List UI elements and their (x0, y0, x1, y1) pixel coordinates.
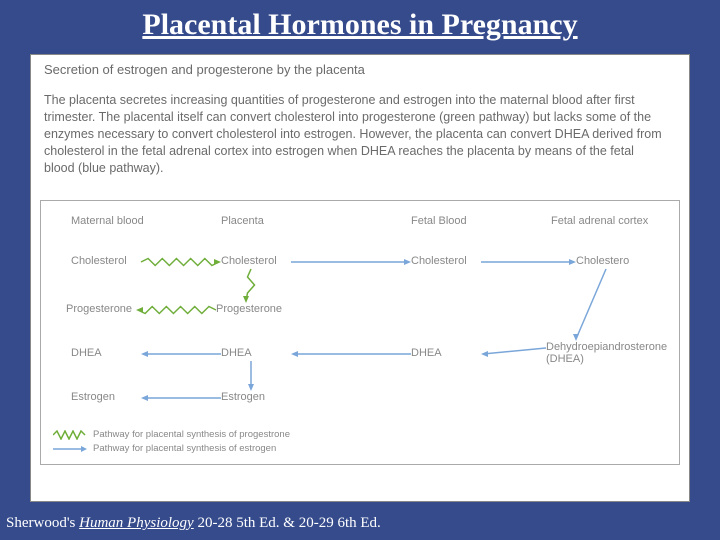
node-p_chol: Cholesterol (221, 255, 277, 267)
node-m_prog: Progesterone (66, 303, 132, 315)
col-head-placenta: Placenta (221, 215, 264, 227)
legend-label-estrogen: Pathway for placental synthesis of estro… (93, 442, 276, 456)
node-f_chol: Cholesterol (411, 255, 467, 267)
citation-book: Human Physiology (79, 515, 194, 531)
figure-description: The placenta secretes increasing quantit… (44, 92, 664, 176)
diagram-legend: Pathway for placental synthesis of proge… (53, 428, 290, 456)
citation: Sherwood's Human Physiology 20-28 5th Ed… (6, 515, 381, 532)
pathway-diagram: Pathway for placental synthesis of proge… (40, 200, 680, 465)
citation-prefix: Sherwood's (6, 515, 79, 531)
legend-row-progesterone: Pathway for placental synthesis of proge… (53, 428, 290, 442)
legend-swatch-green (53, 430, 85, 440)
legend-row-estrogen: Pathway for placental synthesis of estro… (53, 442, 290, 456)
col-head-fetal: Fetal Blood (411, 215, 467, 227)
zigzag-icon (53, 430, 87, 440)
node-p_dhea: DHEA (221, 347, 252, 359)
node-p_est: Estrogen (221, 391, 265, 403)
node-m_chol: Cholesterol (71, 255, 127, 267)
citation-suffix: 20-28 5th Ed. & 20-29 6th Ed. (194, 515, 381, 531)
diagram-svg (41, 201, 681, 466)
legend-label-progesterone: Pathway for placental synthesis of proge… (93, 428, 290, 442)
legend-swatch-blue (53, 444, 85, 454)
col-head-adrenal: Fetal adrenal cortex (551, 215, 648, 227)
figure-caption: Secretion of estrogen and progesterone b… (44, 62, 365, 77)
slide-root: Placental Hormones in Pregnancy Secretio… (0, 0, 720, 540)
col-head-maternal: Maternal blood (71, 215, 144, 227)
node-a_chol: Cholestero (576, 255, 629, 267)
arrow-icon (53, 444, 87, 454)
node-m_dhea: DHEA (71, 347, 102, 359)
node-f_dhea: DHEA (411, 347, 442, 359)
node-a_dhea: Dehydroepiandrosterone(DHEA) (546, 341, 667, 365)
node-p_prog: Progesterone (216, 303, 282, 315)
node-m_est: Estrogen (71, 391, 115, 403)
slide-title: Placental Hormones in Pregnancy (0, 0, 720, 48)
